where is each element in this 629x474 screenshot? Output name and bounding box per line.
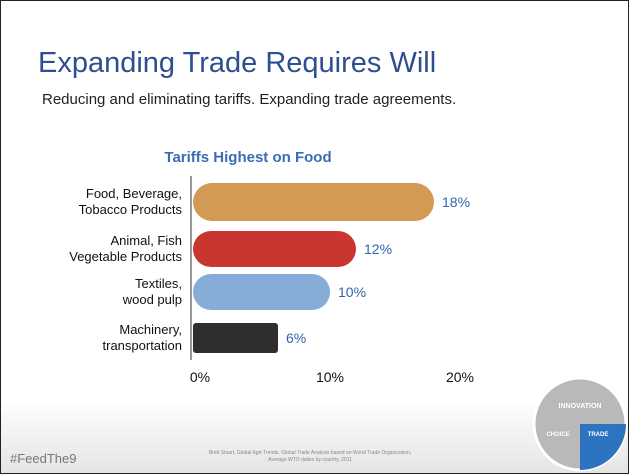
value-label: 6% bbox=[286, 330, 306, 346]
x-tick-label: 20% bbox=[446, 369, 474, 385]
y-tick-label: Machinery, transportation bbox=[12, 322, 182, 354]
slide-title: Expanding Trade Requires Will bbox=[38, 47, 436, 79]
y-tick-label: Food, Beverage, Tobacco Products bbox=[12, 186, 182, 218]
chart-title: Tariffs Highest on Food bbox=[164, 149, 331, 166]
x-tick-label: 0% bbox=[190, 369, 210, 385]
logo-text: CHOICE bbox=[546, 432, 569, 438]
y-tick-label: Animal, Fish Vegetable Products bbox=[12, 233, 182, 265]
x-tick-label: 10% bbox=[316, 369, 344, 385]
source-box: Brett Stuart, Global Agri-Trends. Global… bbox=[200, 450, 420, 472]
source: Brett Stuart, Global Agri-Trends. Global… bbox=[200, 450, 420, 464]
slide-subtitle: Reducing and eliminating tariffs. Expand… bbox=[42, 91, 456, 108]
logo-text: TRADE bbox=[588, 432, 609, 438]
bar bbox=[193, 183, 434, 221]
hashtag: #FeedThe9 bbox=[10, 451, 77, 466]
value-label: 12% bbox=[364, 241, 392, 257]
y-tick-label: Textiles, wood pulp bbox=[12, 276, 182, 308]
value-label: 18% bbox=[442, 194, 470, 210]
bar bbox=[193, 323, 278, 353]
bar bbox=[193, 274, 330, 310]
slide: Expanding Trade Requires Will Reducing a… bbox=[0, 0, 629, 474]
logo-text: INNOVATION bbox=[559, 403, 602, 410]
value-label: 10% bbox=[338, 284, 366, 300]
bar bbox=[193, 231, 356, 267]
